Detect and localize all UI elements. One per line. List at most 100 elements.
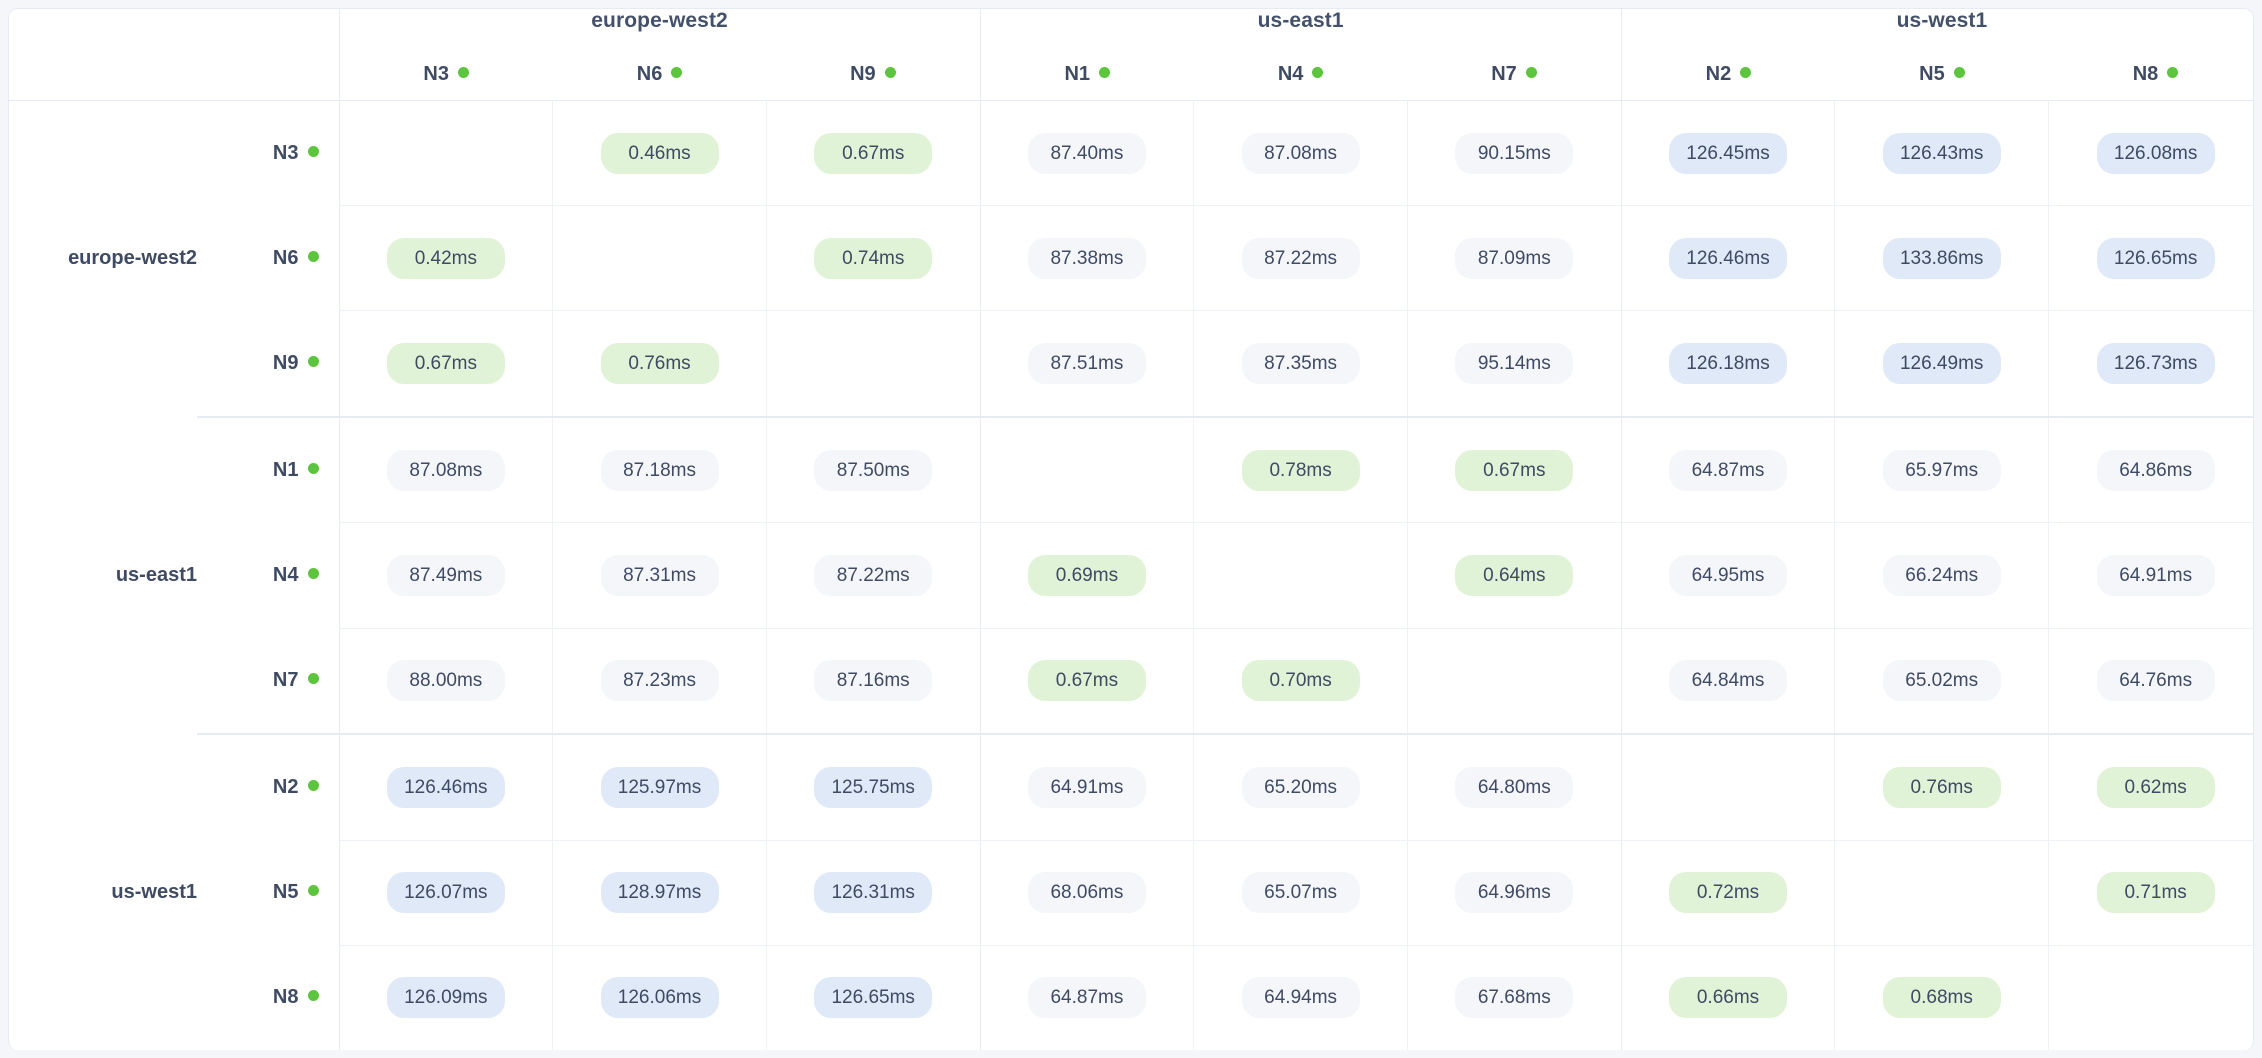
latency-cell[interactable]: 126.09ms: [339, 945, 554, 1050]
latency-cell[interactable]: 0.67ms: [339, 310, 554, 418]
latency-cell[interactable]: [1834, 840, 2050, 946]
latency-cell[interactable]: 0.74ms: [766, 205, 981, 312]
latency-cell[interactable]: 126.46ms: [1621, 205, 1836, 312]
latency-cell[interactable]: 126.18ms: [1621, 310, 1836, 418]
latency-cell[interactable]: 0.67ms: [980, 628, 1195, 736]
latency-cell[interactable]: [2048, 945, 2253, 1050]
column-header-node-N2[interactable]: N2: [1622, 63, 1836, 86]
latency-cell[interactable]: 0.67ms: [766, 100, 981, 207]
latency-cell[interactable]: 64.95ms: [1621, 522, 1836, 629]
latency-cell[interactable]: 90.15ms: [1407, 100, 1622, 207]
latency-cell[interactable]: 0.78ms: [1193, 416, 1408, 524]
row-header-node-N3[interactable]: N3: [197, 100, 340, 206]
latency-cell[interactable]: 64.91ms: [2048, 522, 2253, 629]
latency-cell[interactable]: 87.09ms: [1407, 205, 1622, 312]
latency-cell[interactable]: 125.97ms: [552, 734, 767, 841]
latency-cell[interactable]: 126.43ms: [1834, 100, 2050, 207]
latency-cell[interactable]: 0.62ms: [2048, 734, 2253, 841]
latency-cell[interactable]: 128.97ms: [552, 840, 767, 946]
latency-cell[interactable]: 64.84ms: [1621, 628, 1836, 736]
latency-cell[interactable]: 126.08ms: [2048, 100, 2253, 207]
latency-cell[interactable]: 65.02ms: [1834, 628, 2050, 736]
latency-cell[interactable]: 87.23ms: [552, 628, 767, 736]
latency-cell[interactable]: 87.49ms: [339, 522, 554, 629]
latency-cell[interactable]: 87.08ms: [339, 416, 554, 524]
latency-cell[interactable]: 0.76ms: [1834, 734, 2050, 841]
latency-cell[interactable]: 68.06ms: [980, 840, 1195, 946]
column-header-node-N1[interactable]: N1: [981, 63, 1194, 86]
latency-cell[interactable]: 126.06ms: [552, 945, 767, 1050]
latency-cell[interactable]: 64.87ms: [1621, 416, 1836, 524]
latency-cell[interactable]: [1407, 628, 1622, 736]
latency-cell[interactable]: [552, 205, 767, 312]
column-header-node-N7[interactable]: N7: [1407, 63, 1620, 86]
column-header-node-N9[interactable]: N9: [766, 63, 979, 86]
latency-cell[interactable]: 0.70ms: [1193, 628, 1408, 736]
row-header-node-N5[interactable]: N5: [197, 840, 340, 946]
latency-cell[interactable]: 125.75ms: [766, 734, 981, 841]
latency-cell[interactable]: 0.69ms: [980, 522, 1195, 629]
latency-cell[interactable]: 0.46ms: [552, 100, 767, 207]
latency-cell[interactable]: 0.71ms: [2048, 840, 2253, 946]
column-header-node-N3[interactable]: N3: [340, 63, 553, 86]
latency-cell[interactable]: 64.86ms: [2048, 416, 2253, 524]
latency-cell[interactable]: 64.91ms: [980, 734, 1195, 841]
latency-cell[interactable]: 64.80ms: [1407, 734, 1622, 841]
latency-cell[interactable]: 87.50ms: [766, 416, 981, 524]
row-header-node-N6[interactable]: N6: [197, 205, 340, 311]
row-header-node-N8[interactable]: N8: [197, 945, 340, 1050]
latency-cell[interactable]: 87.31ms: [552, 522, 767, 629]
latency-cell[interactable]: 88.00ms: [339, 628, 554, 736]
latency-cell[interactable]: 0.68ms: [1834, 945, 2050, 1050]
latency-cell[interactable]: 0.64ms: [1407, 522, 1622, 629]
latency-cell[interactable]: 87.51ms: [980, 310, 1195, 418]
latency-cell[interactable]: 0.66ms: [1621, 945, 1836, 1050]
latency-cell[interactable]: 0.67ms: [1407, 416, 1622, 524]
latency-cell[interactable]: 0.72ms: [1621, 840, 1836, 946]
latency-cell[interactable]: 64.87ms: [980, 945, 1195, 1050]
latency-cell[interactable]: 0.76ms: [552, 310, 767, 418]
latency-cell[interactable]: 87.16ms: [766, 628, 981, 736]
latency-cell[interactable]: 126.49ms: [1834, 310, 2050, 418]
latency-cell[interactable]: 64.76ms: [2048, 628, 2253, 736]
latency-cell[interactable]: 87.18ms: [552, 416, 767, 524]
latency-cell[interactable]: 87.08ms: [1193, 100, 1408, 207]
latency-cell[interactable]: 87.40ms: [980, 100, 1195, 207]
latency-cell[interactable]: 66.24ms: [1834, 522, 2050, 629]
latency-cell[interactable]: 126.45ms: [1621, 100, 1836, 207]
row-header-node-N4[interactable]: N4: [197, 522, 340, 629]
latency-cell[interactable]: 87.22ms: [1193, 205, 1408, 312]
latency-cell[interactable]: 126.31ms: [766, 840, 981, 946]
row-header-node-N9[interactable]: N9: [197, 310, 340, 418]
latency-cell[interactable]: 87.38ms: [980, 205, 1195, 312]
latency-cell[interactable]: 126.73ms: [2048, 310, 2253, 418]
row-header-node-N7[interactable]: N7: [197, 628, 340, 736]
latency-cell[interactable]: 64.94ms: [1193, 945, 1408, 1050]
latency-cell[interactable]: 126.65ms: [2048, 205, 2253, 312]
latency-cell[interactable]: [766, 310, 981, 418]
latency-cell[interactable]: 65.07ms: [1193, 840, 1408, 946]
latency-cell[interactable]: 67.68ms: [1407, 945, 1622, 1050]
latency-cell[interactable]: 95.14ms: [1407, 310, 1622, 418]
column-header-node-N5[interactable]: N5: [1835, 63, 2049, 86]
latency-cell[interactable]: 126.07ms: [339, 840, 554, 946]
row-header-node-label: N1: [272, 458, 299, 481]
latency-cell[interactable]: 0.42ms: [339, 205, 554, 312]
latency-cell[interactable]: [980, 416, 1195, 524]
latency-cell[interactable]: [1193, 522, 1408, 629]
latency-cell[interactable]: [1621, 734, 1836, 841]
latency-cell[interactable]: 133.86ms: [1834, 205, 2050, 312]
latency-cell[interactable]: 87.35ms: [1193, 310, 1408, 418]
row-header-node-N1[interactable]: N1: [197, 416, 340, 523]
latency-cell[interactable]: 126.65ms: [766, 945, 981, 1050]
latency-cell[interactable]: 64.96ms: [1407, 840, 1622, 946]
column-header-node-N6[interactable]: N6: [553, 63, 766, 86]
latency-cell[interactable]: 65.97ms: [1834, 416, 2050, 524]
latency-cell[interactable]: 87.22ms: [766, 522, 981, 629]
row-header-node-N2[interactable]: N2: [197, 734, 340, 841]
column-header-node-N8[interactable]: N8: [2049, 63, 2253, 86]
latency-cell[interactable]: [339, 100, 554, 207]
column-header-node-N4[interactable]: N4: [1194, 63, 1407, 86]
latency-cell[interactable]: 65.20ms: [1193, 734, 1408, 841]
latency-cell[interactable]: 126.46ms: [339, 734, 554, 841]
